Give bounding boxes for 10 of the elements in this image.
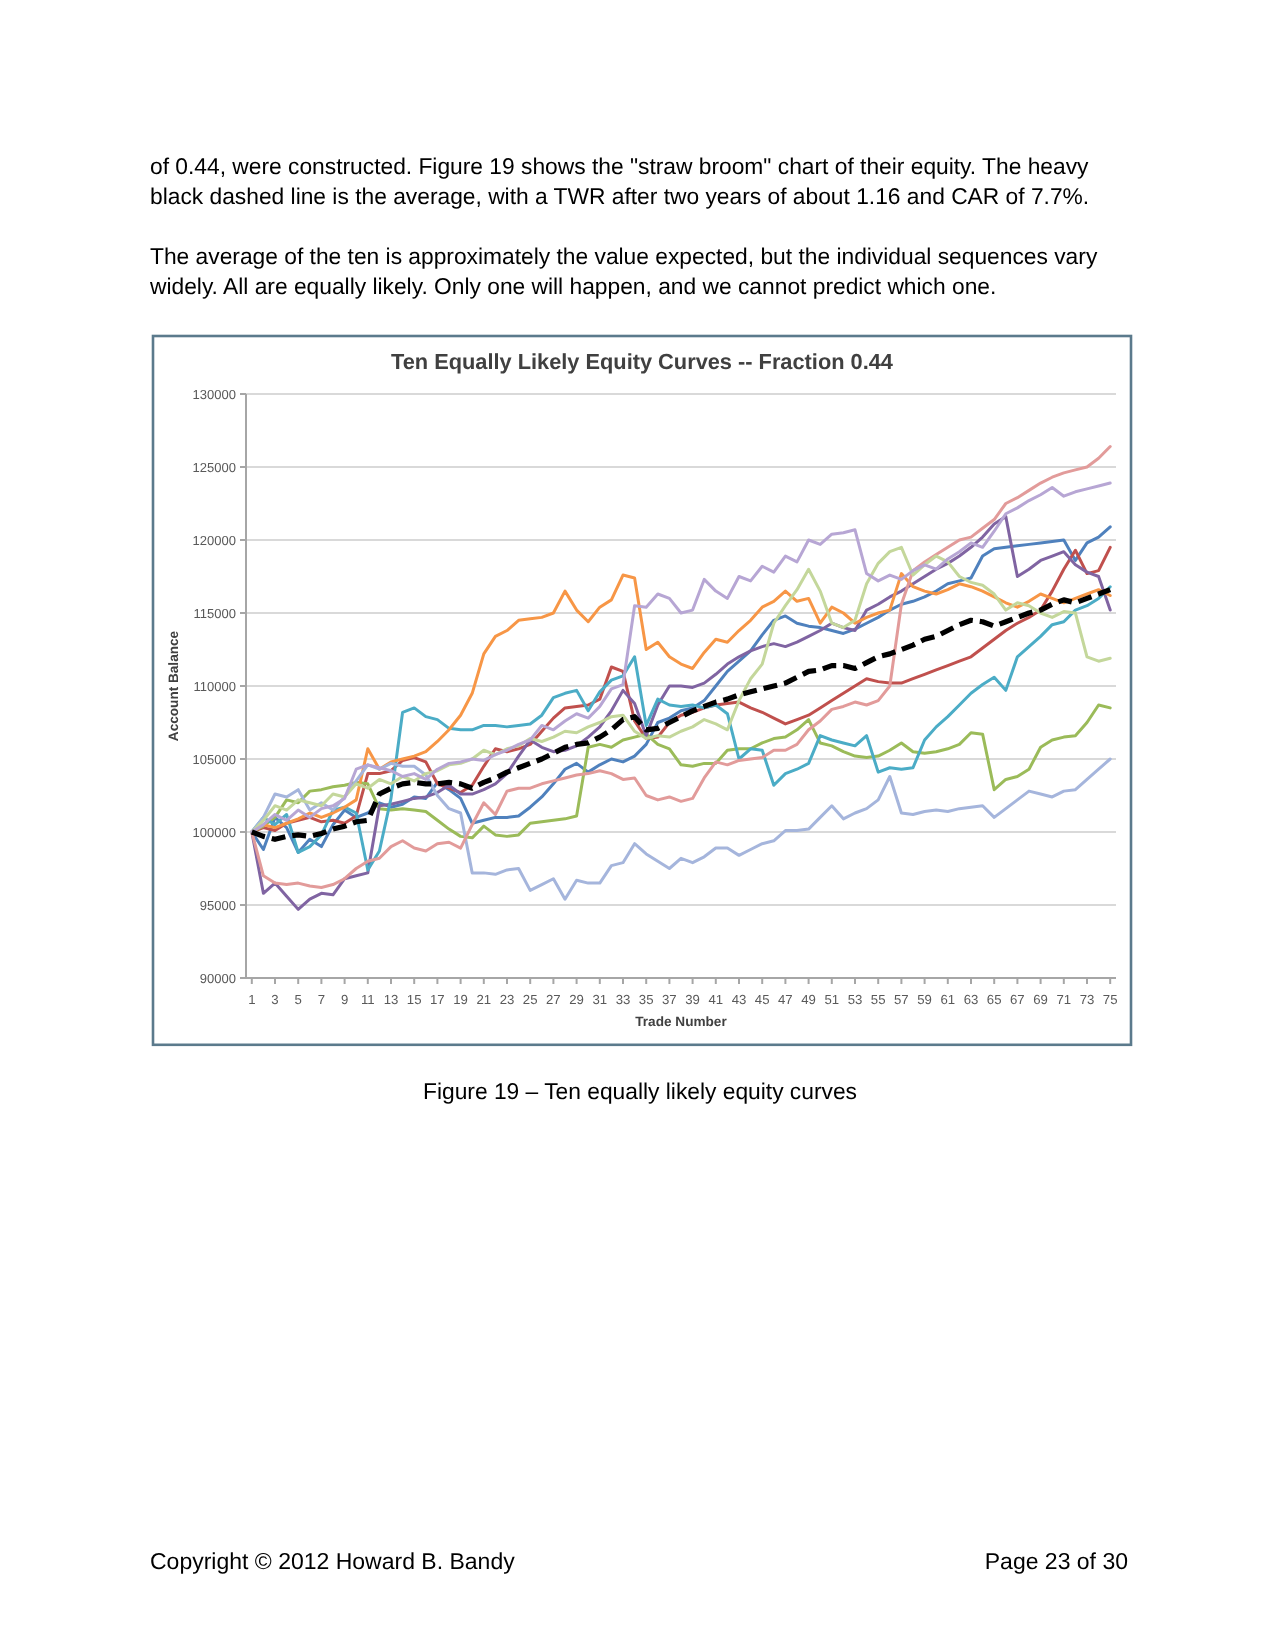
text: The average of the ten is approximately the value expected, but the individual sequences vary widely. All are equally likely. Only one will happen, and we cannot predict which one. bbox=[150, 243, 1100, 303]
text: Copyright © 2012 Howard B. Bandy bbox=[150, 1551, 516, 1575]
line-series bbox=[250, 481, 1112, 834]
text: Page 23 of 30 bbox=[984, 1551, 1128, 1575]
line-series bbox=[250, 515, 1112, 911]
chart-title: Ten Equally Likely Equity Curves -- Fraction 0.44 bbox=[391, 351, 893, 375]
line-series bbox=[250, 757, 1112, 901]
text: of 0.44, were constructed. Figure 19 shows the "straw broom" chart of their equity. The heavy black dashed line is the average, with a TWR after two years of about 1.16 and CAR of 7.7%. bbox=[150, 153, 1092, 213]
caption: Figure 19 – Ten equally likely equity curves bbox=[423, 1081, 858, 1105]
line-series bbox=[250, 445, 1112, 889]
